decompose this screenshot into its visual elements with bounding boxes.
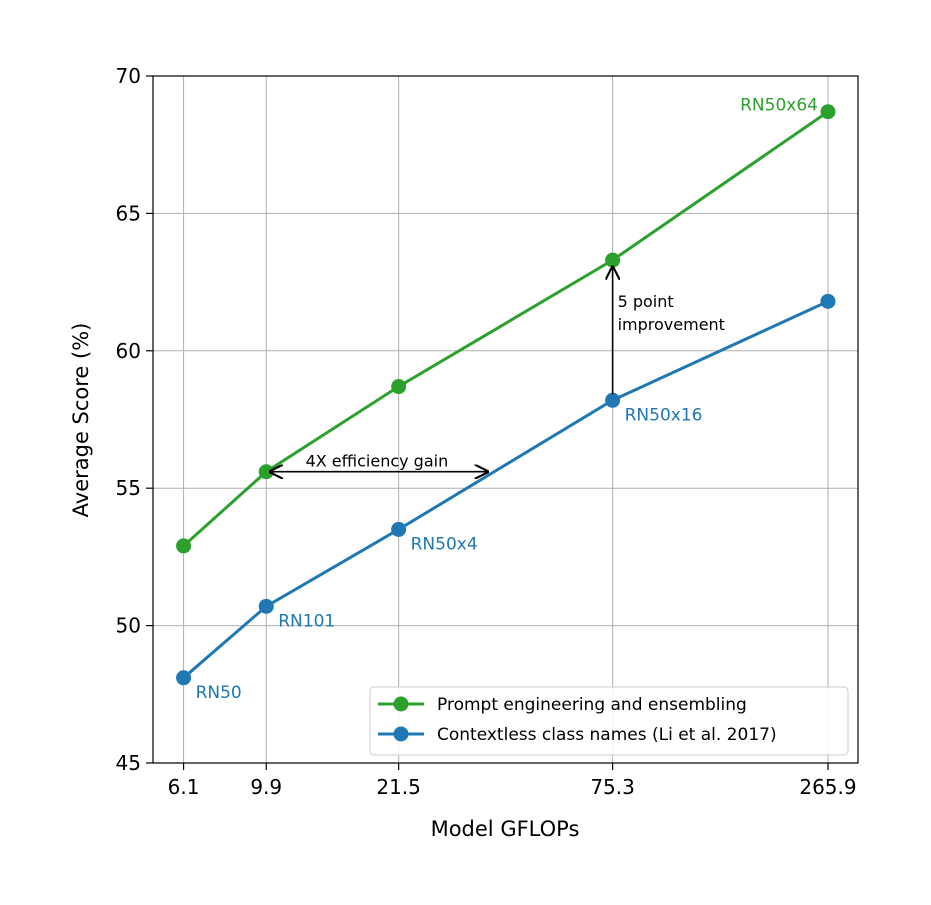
ticks: 6.1 9.9 21.5 75.3 265.9 45 50 55 60 65 70 [116,64,857,799]
y-tick-label: 45 [116,751,141,775]
x-tick-label: 265.9 [799,775,856,799]
annotations: 4X efficiency gain 5 point improvement [270,267,725,472]
data-point [605,392,621,408]
x-tick-label: 6.1 [168,775,200,799]
y-tick-label: 65 [116,201,141,225]
y-tick-label: 55 [116,476,141,500]
point-label: RN50x16 [625,405,703,425]
point-label: RN50 [196,683,242,703]
x-axis-label: Model GFLOPs [431,817,580,841]
x-tick-label: 75.3 [590,775,635,799]
legend-label: Contextless class names (Li et al. 2017) [437,725,777,745]
legend-marker [393,696,409,712]
y-axis-label: Average Score (%) [69,323,93,518]
data-point [820,293,836,309]
data-point [391,521,407,537]
data-point [258,598,274,614]
legend: Prompt engineering and ensembling Context… [369,686,849,756]
y-tick-label: 50 [116,614,141,638]
grid [153,75,858,764]
legend-marker [393,726,409,742]
point-label: RN50x4 [411,534,478,554]
data-point [820,104,836,120]
series-layer: RN50x64 RN50 RN101 RN50x4 RN50x16 [176,96,836,703]
improvement-label: 5 point [618,292,674,311]
efficiency-label: 4X efficiency gain [306,452,449,471]
point-label: RN50x64 [740,96,818,116]
data-point [176,670,192,686]
improvement-label: improvement [618,315,725,334]
data-point [605,252,621,268]
data-point [176,538,192,554]
y-tick-label: 60 [116,339,141,363]
y-tick-label: 70 [116,64,141,88]
plot-frame [152,75,859,764]
point-label: RN101 [278,611,335,631]
x-tick-label: 9.9 [250,775,282,799]
x-tick-label: 21.5 [376,775,421,799]
data-point [391,379,407,395]
legend-label: Prompt engineering and ensembling [437,695,747,715]
series-line-0 [182,110,829,548]
legend-box [369,686,849,756]
